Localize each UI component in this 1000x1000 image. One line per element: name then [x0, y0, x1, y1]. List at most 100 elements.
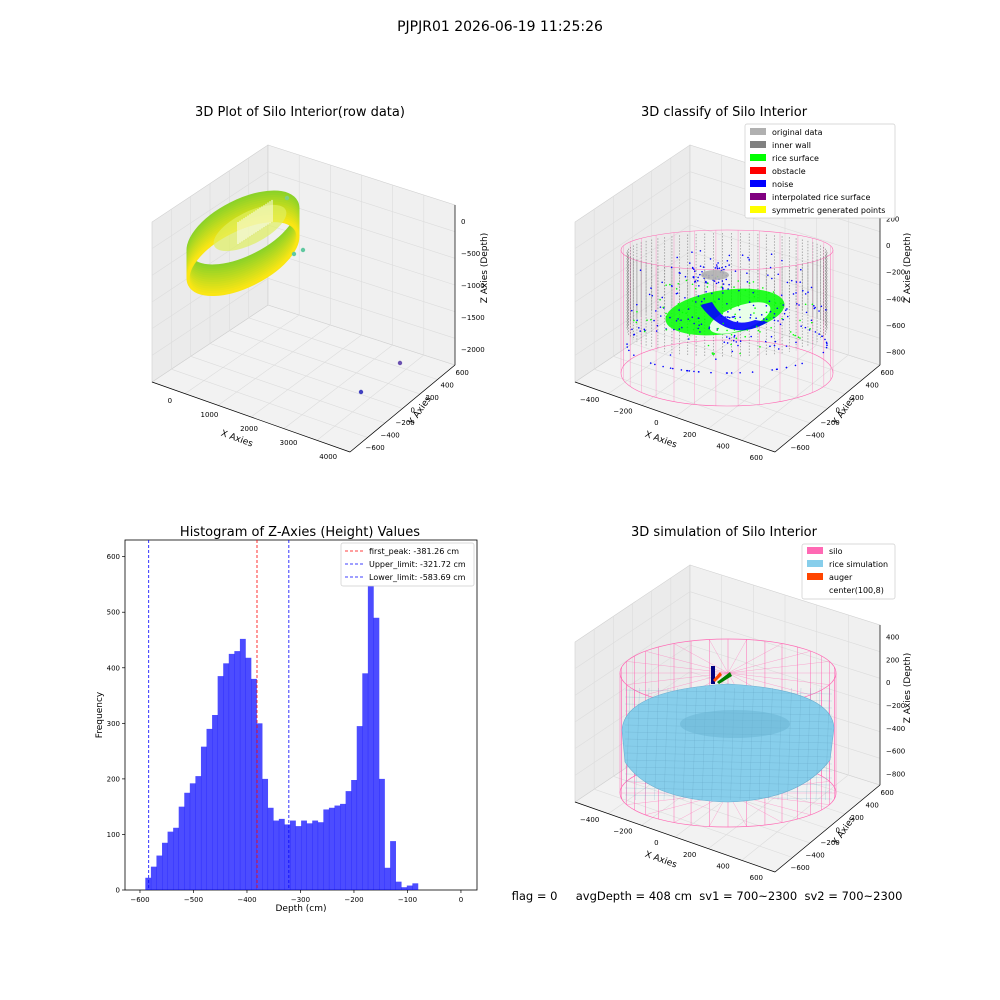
noise-point: [739, 340, 742, 342]
noise-point: [698, 324, 700, 326]
histogram-bars: [145, 556, 419, 890]
noise-point: [810, 286, 813, 289]
noise-point: [818, 333, 820, 335]
noise-point: [713, 280, 716, 282]
rice-mesh-line: [624, 766, 833, 772]
histogram-bar: [256, 723, 263, 890]
noise-point: [699, 250, 702, 252]
rice-surface-point: [772, 291, 775, 293]
noise-point: [726, 316, 728, 318]
noise-point: [721, 280, 724, 282]
noise-point: [810, 319, 813, 322]
noise-point: [697, 317, 700, 319]
z-tick-label: −1500: [461, 314, 485, 322]
noise-point: [628, 349, 630, 352]
noise-point: [822, 351, 825, 354]
noise-point: [773, 319, 776, 322]
noise-point: [751, 371, 754, 373]
legend-swatch: [750, 167, 766, 174]
y-tick-label: 200: [851, 394, 864, 402]
noise-point: [769, 345, 771, 348]
noise-point: [801, 289, 804, 292]
noise-point: [710, 292, 713, 295]
classify-3d-panel: 3D classify of Silo Interior −400 −200 0 20…: [574, 105, 913, 462]
rice-surface-point: [691, 283, 694, 286]
raw-data-points: [186, 190, 403, 395]
noise-point: [698, 371, 700, 373]
histogram-bar: [245, 657, 252, 890]
noise-point: [786, 281, 789, 284]
noise-point: [779, 323, 782, 326]
rice-mesh-line: [624, 745, 833, 751]
rice-surface-point: [759, 331, 761, 333]
simulation-zlabel: Z Axies (Depth): [903, 653, 913, 724]
noise-point: [800, 325, 802, 328]
z-tick-label: −2000: [461, 346, 485, 354]
x-tick-label: 0: [168, 397, 172, 405]
x-tick-label: 600: [750, 874, 763, 882]
noise-point: [725, 372, 728, 374]
noise-point: [749, 316, 752, 319]
rice-surface-point: [636, 310, 638, 313]
noise-point: [785, 366, 788, 369]
y-tick-label: −600: [366, 444, 385, 452]
noise-point: [725, 336, 728, 338]
noise-point: [723, 341, 726, 343]
simulation-title: 3D simulation of Silo Interior: [631, 525, 818, 540]
histogram-bar: [217, 676, 224, 890]
histogram-bar: [145, 877, 152, 890]
rice-surface-point: [781, 317, 783, 320]
noise-point: [726, 302, 728, 305]
rice-mesh-line: [796, 687, 802, 801]
raw-outlier-point: [397, 360, 403, 366]
rice-surface-point: [735, 337, 738, 340]
legend-label: first_peak: -381.26 cm: [369, 547, 459, 556]
noise-point: [697, 276, 699, 279]
y-tick-label: −200: [821, 839, 840, 847]
histogram-bar: [306, 823, 313, 890]
noise-point: [636, 319, 638, 322]
rice-surface-point: [799, 319, 801, 322]
silo-wire: [727, 661, 830, 674]
rice-mesh-line: [739, 687, 745, 801]
legend-label: original data: [772, 128, 823, 137]
histogram-bar: [367, 556, 374, 890]
noise-point: [679, 272, 681, 274]
z-tick-label: −400: [886, 725, 905, 733]
legend-swatch: [807, 573, 823, 580]
rice-surface-point: [765, 311, 768, 314]
noise-point: [731, 316, 734, 318]
histogram-bar: [312, 820, 319, 890]
noise-point: [693, 322, 695, 325]
y-tick-label: −600: [791, 444, 810, 452]
rice-surface-point: [744, 289, 747, 292]
rice-surface-point: [779, 302, 782, 305]
rice-surface-point: [739, 352, 741, 355]
noise-point: [669, 367, 672, 369]
noise-point: [826, 342, 828, 345]
rice-surface-point: [754, 307, 756, 309]
noise-point: [655, 310, 657, 312]
noise-point: [678, 309, 680, 311]
legend-swatch: [750, 180, 766, 187]
histogram-bar: [356, 726, 363, 890]
rice-mesh-line: [701, 687, 707, 801]
rice-surface-point: [746, 329, 749, 331]
noise-point: [676, 292, 679, 294]
histogram-bar: [301, 820, 307, 890]
rice-surface-point: [799, 337, 801, 339]
rice-surface-point: [650, 318, 652, 321]
simulation-legend: silo rice simulation auger center(100,8): [801, 543, 896, 600]
histogram-bar: [239, 638, 246, 890]
legend-label: auger: [829, 573, 853, 582]
noise-point: [763, 320, 765, 323]
rice-surface-point: [759, 346, 761, 348]
noise-point: [786, 308, 788, 310]
rice-surface-point: [753, 312, 755, 314]
rice-surface-point: [737, 280, 740, 282]
histogram-bar: [195, 776, 202, 890]
silo-wire: [727, 639, 747, 674]
rice-surface-point: [635, 321, 638, 324]
legend-label: symmetric generated points: [772, 206, 885, 215]
noise-point: [636, 303, 638, 306]
